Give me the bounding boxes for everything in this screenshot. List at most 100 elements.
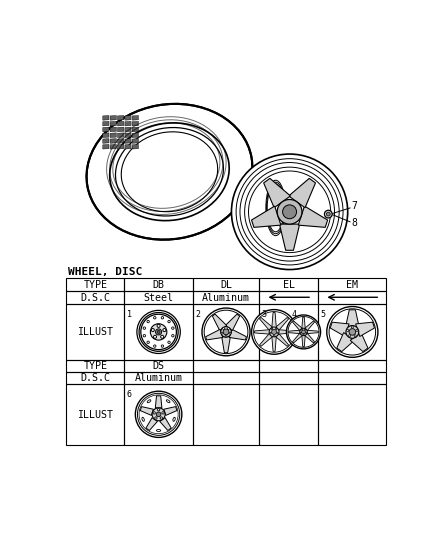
Polygon shape bbox=[222, 337, 230, 353]
Circle shape bbox=[356, 329, 358, 332]
Polygon shape bbox=[103, 139, 109, 143]
Circle shape bbox=[326, 212, 330, 216]
Circle shape bbox=[329, 309, 376, 355]
Polygon shape bbox=[289, 179, 315, 208]
Polygon shape bbox=[356, 322, 374, 336]
Polygon shape bbox=[132, 139, 138, 143]
Polygon shape bbox=[164, 407, 177, 415]
Circle shape bbox=[135, 391, 182, 438]
Circle shape bbox=[153, 335, 156, 338]
Polygon shape bbox=[293, 333, 302, 343]
Polygon shape bbox=[346, 310, 359, 326]
Polygon shape bbox=[117, 116, 124, 120]
Circle shape bbox=[172, 335, 174, 337]
Circle shape bbox=[288, 317, 319, 348]
Circle shape bbox=[347, 329, 349, 332]
Circle shape bbox=[269, 327, 279, 337]
Circle shape bbox=[155, 417, 157, 419]
Polygon shape bbox=[110, 116, 117, 120]
Circle shape bbox=[223, 329, 229, 335]
Text: D.S.C: D.S.C bbox=[81, 293, 110, 303]
Circle shape bbox=[154, 345, 156, 348]
Text: TYPE: TYPE bbox=[83, 361, 107, 371]
Circle shape bbox=[254, 312, 294, 352]
Circle shape bbox=[346, 326, 359, 338]
Polygon shape bbox=[132, 116, 138, 120]
Polygon shape bbox=[279, 224, 300, 251]
Circle shape bbox=[286, 315, 321, 349]
Polygon shape bbox=[272, 312, 276, 327]
Circle shape bbox=[300, 328, 307, 336]
Text: Aluminum: Aluminum bbox=[202, 293, 250, 303]
Text: D.S.C: D.S.C bbox=[81, 373, 110, 383]
Circle shape bbox=[143, 327, 145, 329]
Circle shape bbox=[325, 210, 332, 218]
Circle shape bbox=[160, 417, 162, 419]
Circle shape bbox=[157, 325, 160, 327]
Ellipse shape bbox=[173, 417, 175, 421]
Circle shape bbox=[155, 329, 162, 335]
Polygon shape bbox=[302, 317, 305, 328]
Circle shape bbox=[153, 411, 155, 414]
Circle shape bbox=[303, 334, 304, 335]
Circle shape bbox=[327, 306, 378, 357]
Text: 8: 8 bbox=[352, 219, 357, 228]
Polygon shape bbox=[225, 314, 240, 330]
Circle shape bbox=[273, 335, 275, 336]
Text: DB: DB bbox=[152, 280, 165, 289]
Circle shape bbox=[143, 335, 145, 337]
Polygon shape bbox=[205, 329, 223, 340]
Polygon shape bbox=[350, 333, 368, 352]
Circle shape bbox=[161, 335, 164, 338]
Circle shape bbox=[302, 330, 305, 334]
Circle shape bbox=[225, 335, 227, 337]
Circle shape bbox=[231, 154, 348, 270]
Circle shape bbox=[351, 326, 353, 328]
Polygon shape bbox=[117, 144, 124, 149]
Text: EM: EM bbox=[346, 280, 358, 289]
Circle shape bbox=[271, 328, 273, 330]
Polygon shape bbox=[117, 122, 124, 126]
Polygon shape bbox=[125, 127, 131, 132]
Text: 7: 7 bbox=[352, 201, 357, 212]
Polygon shape bbox=[110, 139, 117, 143]
Polygon shape bbox=[125, 116, 131, 120]
Text: 1: 1 bbox=[127, 310, 132, 319]
Text: 4: 4 bbox=[291, 310, 296, 319]
Polygon shape bbox=[132, 122, 138, 126]
Ellipse shape bbox=[166, 400, 170, 403]
Circle shape bbox=[221, 327, 231, 337]
Circle shape bbox=[306, 332, 307, 333]
Polygon shape bbox=[305, 321, 314, 330]
Circle shape bbox=[163, 328, 166, 332]
Circle shape bbox=[152, 408, 165, 421]
Circle shape bbox=[300, 332, 301, 333]
Polygon shape bbox=[276, 318, 289, 330]
Circle shape bbox=[354, 335, 356, 337]
Polygon shape bbox=[103, 144, 109, 149]
Polygon shape bbox=[155, 396, 162, 408]
Polygon shape bbox=[117, 133, 124, 138]
Ellipse shape bbox=[156, 430, 161, 432]
Polygon shape bbox=[212, 314, 227, 330]
Polygon shape bbox=[160, 418, 171, 431]
Circle shape bbox=[150, 324, 167, 340]
Polygon shape bbox=[103, 133, 109, 138]
Circle shape bbox=[157, 408, 160, 411]
Polygon shape bbox=[132, 127, 138, 132]
Polygon shape bbox=[132, 133, 138, 138]
Circle shape bbox=[204, 310, 248, 353]
Polygon shape bbox=[117, 139, 124, 143]
Polygon shape bbox=[125, 139, 131, 143]
Text: DS: DS bbox=[152, 361, 165, 371]
Circle shape bbox=[168, 341, 170, 343]
Circle shape bbox=[229, 332, 231, 334]
Text: WHEEL, DISC: WHEEL, DISC bbox=[68, 267, 142, 277]
Circle shape bbox=[349, 335, 350, 337]
Polygon shape bbox=[125, 133, 131, 138]
Polygon shape bbox=[254, 330, 269, 334]
Circle shape bbox=[168, 320, 170, 323]
Circle shape bbox=[138, 393, 180, 435]
Polygon shape bbox=[305, 333, 314, 343]
Circle shape bbox=[283, 205, 297, 219]
